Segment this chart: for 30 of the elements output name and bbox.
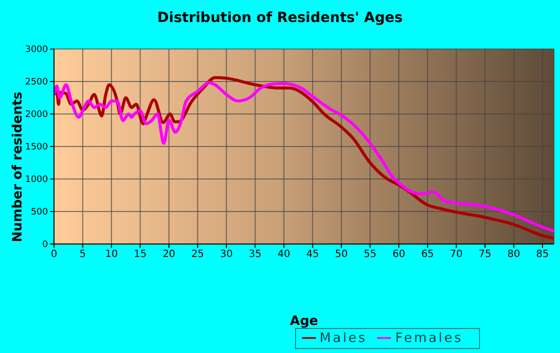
x-tick-label: 85 xyxy=(536,249,549,260)
y-tick-label: 2000 xyxy=(25,110,48,120)
legend-label: Males xyxy=(320,331,368,346)
x-tick-label: 5 xyxy=(80,249,86,260)
y-axis-title: Number of residents xyxy=(10,92,26,242)
x-tick-label: 25 xyxy=(191,249,204,260)
x-tick-label: 75 xyxy=(478,249,492,260)
x-tick-label: 55 xyxy=(364,249,376,260)
x-tick-label: 50 xyxy=(334,249,348,260)
x-axis-title: Age xyxy=(288,314,320,329)
x-tick-label: 60 xyxy=(392,249,406,260)
chart-title: Distribution of Residents' Ages xyxy=(156,10,404,26)
y-tick-label: 1500 xyxy=(25,142,48,153)
y-tick-label: 2500 xyxy=(25,78,48,88)
y-tick-label: 0 xyxy=(42,240,48,250)
x-tick-label: 15 xyxy=(134,249,147,260)
legend-label: Females xyxy=(395,331,463,346)
x-tick-label: 80 xyxy=(507,249,520,260)
x-tick-label: 10 xyxy=(105,249,118,260)
y-tick-label: 3000 xyxy=(25,45,48,56)
x-tick-label: 65 xyxy=(421,249,434,260)
x-tick-label: 35 xyxy=(248,249,262,260)
x-tick-label: 30 xyxy=(220,249,233,260)
y-tick-label: 1000 xyxy=(25,175,48,186)
y-tick-label: 500 xyxy=(30,208,48,218)
x-tick-label: 0 xyxy=(50,249,58,260)
x-tick-label: 45 xyxy=(306,249,319,260)
x-tick-label: 40 xyxy=(278,249,290,260)
x-tick-label: 20 xyxy=(162,249,176,260)
x-tick-label: 70 xyxy=(450,249,463,260)
